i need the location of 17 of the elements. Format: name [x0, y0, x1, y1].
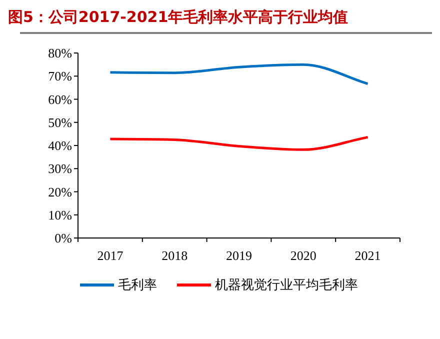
x-tick-label: 2021 — [354, 248, 381, 263]
y-tick-label: 50% — [48, 114, 72, 130]
y-tick-label: 0% — [54, 230, 72, 246]
chart-title: 图5：公司2017-2021年毛利率水平高于行业均值 — [8, 8, 348, 26]
legend-label: 机器视觉行业平均毛利率 — [215, 277, 358, 293]
y-tick-label: 40% — [48, 138, 72, 153]
y-tick-label: 70% — [48, 68, 72, 84]
legend-label: 毛利率 — [118, 277, 157, 293]
y-tick-label: 10% — [48, 207, 72, 222]
y-tick-label: 80% — [48, 46, 72, 60]
y-tick-label: 60% — [48, 92, 72, 107]
x-tick-label: 2017 — [97, 248, 124, 263]
y-tick-label: 30% — [48, 161, 72, 176]
x-tick-label: 2020 — [290, 248, 316, 263]
y-tick-label: 20% — [48, 184, 72, 200]
x-tick-label: 2018 — [162, 248, 188, 263]
x-tick-label: 2019 — [226, 248, 252, 263]
